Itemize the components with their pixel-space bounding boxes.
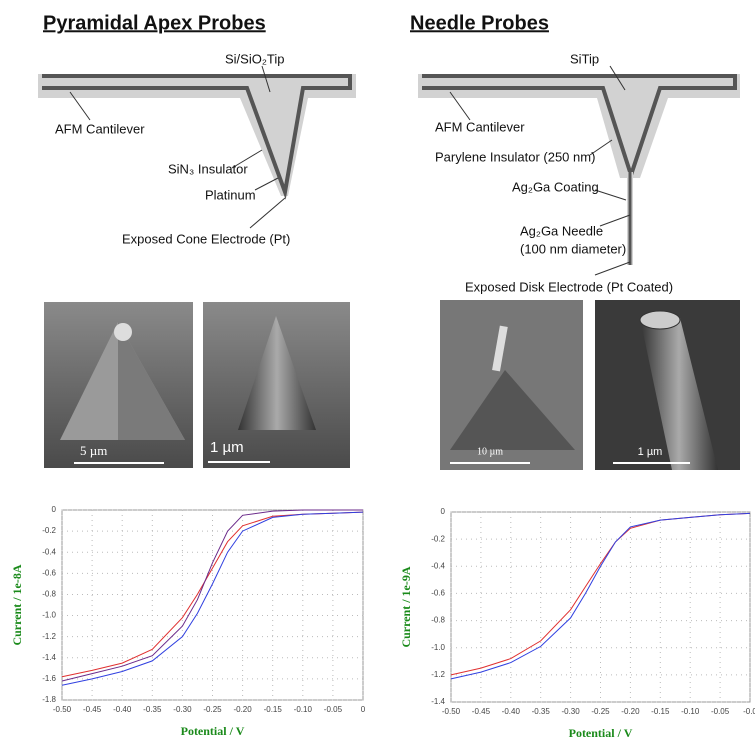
- y-tick-label: -1.2: [42, 632, 56, 641]
- chart: -1.8-1.6-1.4-1.2-1.0-0.8-0.6-0.4-0.20-0.…: [10, 505, 366, 738]
- y-tick-label: -0.2: [42, 526, 56, 535]
- x-tick-label: -0.25: [203, 705, 222, 714]
- diagram-label: Parylene Insulator (250 nm): [435, 149, 595, 164]
- diagram-label: Si/SiO₂Tip: [225, 51, 284, 66]
- diagram-label: SiN₃ Insulator: [168, 161, 248, 176]
- scale-bar-label: 1 µm: [638, 446, 663, 458]
- x-tick-label: -0.10: [681, 707, 700, 716]
- x-tick-label: -0.35: [143, 705, 162, 714]
- diagram-label: AFM Cantilever: [435, 119, 525, 134]
- x-tick-label: -0.0: [743, 707, 755, 716]
- panel-title: Needle Probes: [410, 12, 549, 34]
- x-tick-label: -0.40: [113, 705, 132, 714]
- y-tick-label: 0: [52, 505, 57, 514]
- x-axis-title: Potential / V: [181, 724, 245, 738]
- x-tick-label: -0.50: [442, 707, 461, 716]
- x-tick-label: -0.10: [294, 705, 313, 714]
- y-tick-label: -0.8: [42, 590, 56, 599]
- diagram-label: Platinum: [205, 187, 256, 202]
- x-tick-label: -0.30: [173, 705, 192, 714]
- x-axis-title: Potential / V: [569, 726, 633, 740]
- y-tick-label: 0: [441, 507, 446, 516]
- y-tick-label: -1.0: [42, 611, 56, 620]
- x-tick-label: -0.25: [591, 707, 610, 716]
- x-tick-label: -0.30: [561, 707, 580, 716]
- pyramid-diagram: [38, 65, 356, 229]
- diagram-label: SiTip: [570, 51, 599, 66]
- x-tick-label: -0.15: [264, 705, 283, 714]
- diagram-label: (100 nm diameter): [520, 241, 626, 256]
- y-tick-label: -1.0: [431, 643, 445, 652]
- x-tick-label: -0.20: [233, 705, 252, 714]
- diagram-label: Ag₂Ga Needle: [520, 223, 603, 238]
- y-tick-label: -1.8: [42, 695, 56, 704]
- data-line: [61, 511, 364, 686]
- diagram-label: Ag₂Ga Coating: [512, 179, 599, 194]
- x-tick-label: -0.45: [472, 707, 491, 716]
- panel-title: Pyramidal Apex Probes: [43, 12, 266, 34]
- y-tick-label: -1.6: [42, 674, 56, 683]
- y-axis-title: Current / 1e-8A: [10, 564, 24, 645]
- x-tick-label: -0.45: [83, 705, 102, 714]
- chart: -1.4-1.2-1.0-0.8-0.6-0.4-0.20-0.50 -0.45-…: [399, 507, 755, 740]
- needle-diagram: [418, 65, 740, 276]
- y-tick-label: -1.2: [431, 670, 445, 679]
- y-tick-label: -0.4: [431, 561, 445, 570]
- diagram-label: Exposed Disk Electrode (Pt Coated): [465, 279, 673, 294]
- x-tick-label: -0.50: [53, 705, 72, 714]
- y-tick-label: -1.4: [42, 653, 56, 662]
- x-tick-label: -0.20: [621, 707, 640, 716]
- y-tick-label: -1.4: [431, 697, 445, 706]
- x-tick-label: -0.05: [711, 707, 730, 716]
- x-tick-label: -0.05: [324, 705, 343, 714]
- y-tick-label: -0.6: [431, 589, 445, 598]
- x-tick-label: 0: [361, 705, 366, 714]
- scale-bar-label: 5 µm: [80, 443, 107, 458]
- diagram-label: AFM Cantilever: [55, 121, 145, 136]
- y-tick-label: -0.8: [431, 616, 445, 625]
- y-tick-label: -0.4: [42, 547, 56, 556]
- scale-bar-label: 10 µm: [477, 446, 503, 457]
- y-tick-label: -0.2: [431, 534, 445, 543]
- y-tick-label: -0.6: [42, 568, 56, 577]
- data-line: [61, 509, 363, 682]
- y-axis-title: Current / 1e-9A: [399, 566, 413, 647]
- data-line: [450, 512, 751, 680]
- x-tick-label: -0.35: [532, 707, 551, 716]
- scale-bar-label: 1 µm: [210, 439, 244, 456]
- sem-images: [44, 300, 740, 470]
- x-tick-label: -0.40: [502, 707, 521, 716]
- diagram-label: Exposed Cone Electrode (Pt): [122, 231, 290, 246]
- x-tick-label: -0.15: [651, 707, 670, 716]
